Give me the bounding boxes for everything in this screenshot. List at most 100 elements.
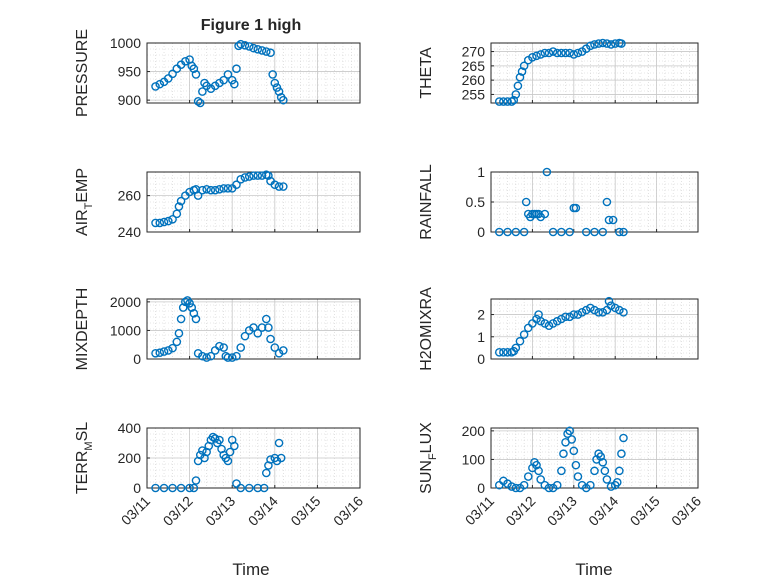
- data-point: [552, 316, 562, 326]
- data-point: [279, 346, 288, 355]
- data-point: [552, 48, 562, 58]
- y-axis-label-main: RAINFALL: [418, 164, 435, 240]
- data-point: [230, 79, 239, 89]
- data-point: [168, 69, 177, 79]
- data-point: [567, 435, 577, 444]
- data-point: [168, 483, 177, 493]
- data-point: [210, 185, 220, 195]
- data-point: [536, 475, 545, 484]
- data-point: [185, 298, 194, 308]
- y-tick-label: 400: [118, 420, 142, 436]
- axes-background: [147, 172, 360, 232]
- data-point: [511, 343, 521, 353]
- data-point: [573, 48, 583, 58]
- data-point: [206, 351, 216, 361]
- data-point: [219, 343, 228, 352]
- data-point: [608, 215, 618, 225]
- data-point: [503, 348, 512, 357]
- y-axis-label-subscript: F: [427, 453, 439, 460]
- data-point: [215, 435, 224, 445]
- data-point: [206, 84, 216, 94]
- data-point: [503, 227, 512, 237]
- data-point: [544, 321, 554, 330]
- data-point: [561, 48, 570, 58]
- data-point: [557, 314, 566, 324]
- y-axis-label-main: THETA: [418, 47, 435, 99]
- data-point: [619, 433, 628, 443]
- data-point: [198, 446, 207, 455]
- data-point: [565, 312, 574, 322]
- data-point: [594, 308, 603, 317]
- data-point: [191, 314, 201, 324]
- data-point: [174, 328, 184, 338]
- data-point: [172, 337, 182, 347]
- data-point: [569, 310, 579, 319]
- data-point: [507, 482, 517, 491]
- data-point: [565, 227, 574, 237]
- data-point: [253, 171, 263, 180]
- y-tick-label: 2: [477, 307, 485, 323]
- data-points: [494, 38, 626, 106]
- data-point: [600, 466, 610, 476]
- data-point: [540, 319, 550, 328]
- axes-background: [491, 43, 698, 103]
- data-point: [536, 316, 545, 326]
- data-point: [268, 70, 277, 79]
- data-point: [257, 46, 267, 55]
- y-axis-label-suffix: EMP: [74, 168, 91, 203]
- data-point: [610, 39, 620, 48]
- data-point: [223, 184, 233, 193]
- data-point: [586, 303, 595, 313]
- data-point: [193, 348, 203, 358]
- data-points: [151, 170, 288, 228]
- figure-title: Figure 1 high: [201, 17, 301, 34]
- data-point: [561, 312, 570, 322]
- data-point: [236, 174, 246, 184]
- axes-frame: [490, 298, 699, 360]
- data-point: [515, 336, 525, 346]
- subplot-rainfall: 0 0.5 1 RAINFALL: [418, 164, 699, 240]
- subplot-mixdepth: 0 1000 2000 MIXDEPTH: [74, 288, 361, 370]
- data-point: [193, 96, 203, 106]
- y-axis-label-suffix: LUX: [418, 422, 435, 453]
- data-point: [569, 50, 579, 59]
- data-point: [604, 296, 614, 306]
- data-point: [264, 171, 273, 180]
- y-tick-label: 240: [118, 224, 142, 240]
- data-point: [232, 351, 241, 361]
- y-axis-label-main: SUN: [418, 460, 435, 494]
- data-point: [257, 323, 267, 332]
- data-point: [494, 97, 504, 106]
- data-point: [202, 81, 211, 91]
- data-point: [261, 468, 271, 478]
- y-tick-label: 1000: [110, 322, 141, 338]
- data-point: [503, 97, 512, 106]
- data-point: [511, 90, 521, 99]
- data-point: [602, 39, 612, 48]
- data-point: [577, 308, 587, 317]
- data-point: [244, 326, 254, 335]
- data-point: [590, 466, 599, 476]
- data-point: [519, 480, 529, 490]
- data-point: [223, 70, 233, 79]
- y-tick-label: 260: [462, 72, 486, 88]
- data-point: [548, 47, 558, 56]
- data-points: [151, 432, 286, 493]
- data-point: [178, 303, 188, 312]
- y-axis-label-main: PRESSURE: [74, 29, 91, 117]
- data-point: [542, 167, 552, 177]
- data-point: [270, 180, 280, 190]
- data-point: [596, 452, 606, 461]
- data-point: [586, 480, 595, 490]
- data-point: [528, 52, 537, 62]
- data-point: [236, 483, 246, 493]
- data-point: [548, 319, 558, 328]
- y-axis-label-subscript: M: [83, 441, 95, 450]
- data-point: [195, 98, 205, 108]
- data-point: [151, 483, 160, 493]
- data-point: [519, 227, 529, 237]
- data-point: [249, 323, 258, 332]
- data-point: [559, 449, 568, 459]
- data-point: [232, 479, 241, 488]
- y-tick-label: 0: [133, 480, 141, 496]
